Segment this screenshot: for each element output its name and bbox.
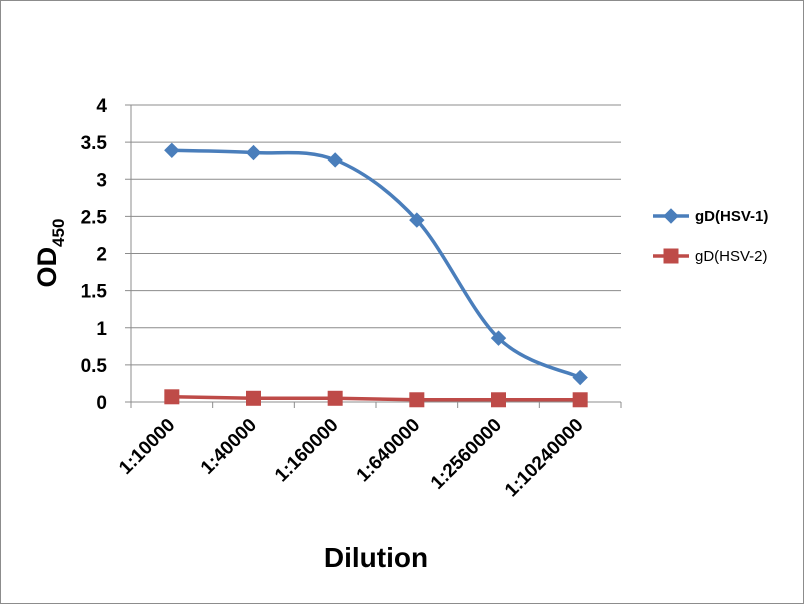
series-layer (164, 142, 588, 408)
y-axis-title: OD450 (32, 219, 68, 288)
series-line (170, 148, 582, 380)
square-data-point (572, 392, 588, 408)
x-axis-title: Dilution (324, 542, 428, 573)
diamond-data-point (327, 152, 343, 168)
y-tick-label: 1 (96, 319, 107, 340)
x-tick-label: 1:2560000 (427, 415, 506, 494)
y-tick-label: 2.5 (81, 207, 108, 228)
legend-marker (663, 248, 679, 264)
series-2 (164, 389, 588, 408)
legend: gD(HSV-1) gD(HSV-2) (653, 208, 768, 265)
y-tick-label: 3 (96, 170, 107, 191)
square-data-point (409, 392, 425, 408)
legend-label: gD(HSV-1) (695, 208, 768, 225)
x-tick-label: 1:10240000 (501, 415, 588, 502)
y-tick-label: 2 (96, 245, 107, 266)
square-data-point (164, 389, 180, 405)
x-tick-label: 1:160000 (271, 415, 343, 487)
y-tick-label: 0.5 (81, 356, 108, 377)
series-1 (164, 142, 588, 386)
y-axis-title-subscript: 450 (49, 219, 68, 247)
diamond-data-point (490, 330, 507, 346)
square-data-point (491, 392, 506, 408)
diamond-data-point (164, 142, 180, 158)
diamond-data-point (245, 144, 262, 161)
legend-entry-2: gD(HSV-2) (653, 248, 768, 265)
y-axis-ticks: 0 0.5 1 1.5 2 2.5 3 3.5 4 (81, 96, 108, 414)
y-tick-label: 4 (96, 96, 107, 117)
series-line (170, 395, 582, 402)
diamond-data-point (572, 369, 588, 386)
y-tick-label: 3.5 (81, 133, 108, 154)
legend-entry-1: gD(HSV-1) (653, 208, 768, 225)
x-tick-label: 1:10000 (115, 415, 179, 479)
y-tick-label: 0 (96, 393, 107, 414)
y-axis-title-main: OD (32, 247, 62, 288)
axes (125, 104, 622, 408)
x-axis-ticks: 1:10000 1:40000 1:160000 1:640000 1:25600001… (115, 415, 587, 502)
legend-marker (663, 208, 679, 224)
x-tick-label: 1:40000 (197, 415, 261, 479)
y-tick-label: 1.5 (81, 282, 108, 303)
diamond-data-point (409, 212, 425, 228)
square-data-point (246, 390, 261, 406)
legend-label: gD(HSV-2) (695, 248, 768, 265)
square-data-point (327, 390, 343, 406)
gridlines (131, 104, 621, 366)
x-tick-label: 1:640000 (353, 415, 425, 487)
